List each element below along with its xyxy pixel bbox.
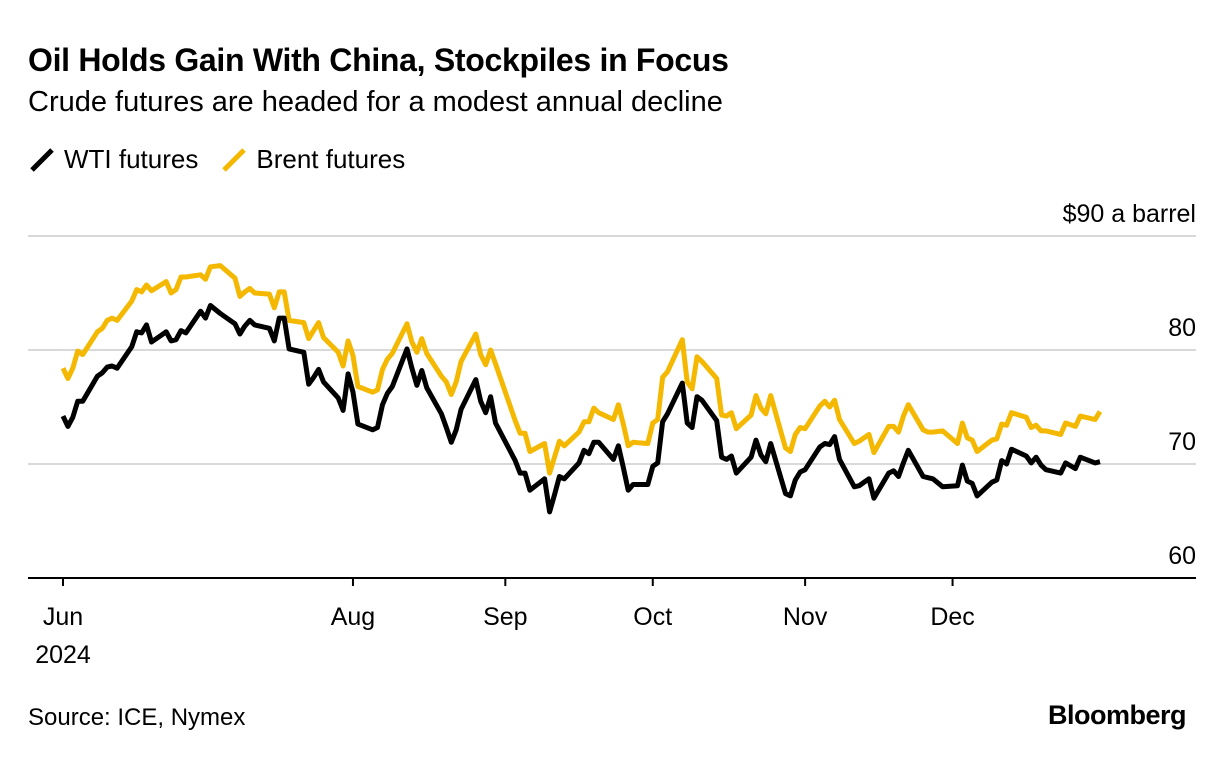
series-layer (60, 263, 1103, 515)
line-chart: $90 a barrel 80 70 60 Jun 2024 Aug Sep Oct Nov De… (28, 200, 1196, 669)
legend-swatch-wti (30, 147, 54, 172)
legend-swatch-wti-mark (30, 147, 54, 172)
x-tick-label-dec: Dec (930, 603, 974, 631)
x-tick-label-jun: Jun (43, 603, 83, 631)
y-tick-label-80: 80 (1168, 314, 1196, 342)
y-tick-label-60: 60 (1168, 542, 1196, 570)
y-axis-labels: $90 a barrel 80 70 60 (1063, 200, 1196, 570)
y-tick-label-70: 70 (1168, 428, 1196, 456)
x-axis-labels: Jun 2024 Aug Sep Oct Nov Dec (35, 603, 975, 669)
y-tick-label-90: $90 a barrel (1063, 200, 1196, 228)
series-line-wti (60, 303, 1101, 515)
chart-title: Oil Holds Gain With China, Stockpiles in… (28, 42, 729, 78)
chart-subtitle: Crude futures are headed for a modest an… (28, 86, 723, 118)
legend-item-wti: WTI futures (28, 144, 198, 175)
x-axis (28, 577, 1196, 586)
grid-layer (28, 235, 1196, 465)
legend-swatch-brent-mark (222, 147, 247, 172)
legend-swatch-brent (222, 147, 247, 172)
x-tick-label-aug: Aug (331, 603, 375, 631)
x-tick-label-nov: Nov (783, 603, 828, 631)
x-tick-label-oct: Oct (633, 603, 672, 631)
series-line-brent (60, 263, 1103, 476)
legend: WTI futures Brent futures (28, 144, 427, 175)
bloomberg-logo: Bloomberg (1047, 700, 1187, 730)
legend-label-wti: WTI futures (64, 144, 199, 174)
x-tick-label-sep: Sep (483, 603, 527, 631)
source-note: Source: ICE, Nymex (28, 704, 246, 731)
legend-label-brent: Brent futures (256, 144, 406, 174)
legend-item-brent: Brent futures (220, 144, 405, 175)
x-tick-sublabel-jun: 2024 (35, 641, 91, 669)
